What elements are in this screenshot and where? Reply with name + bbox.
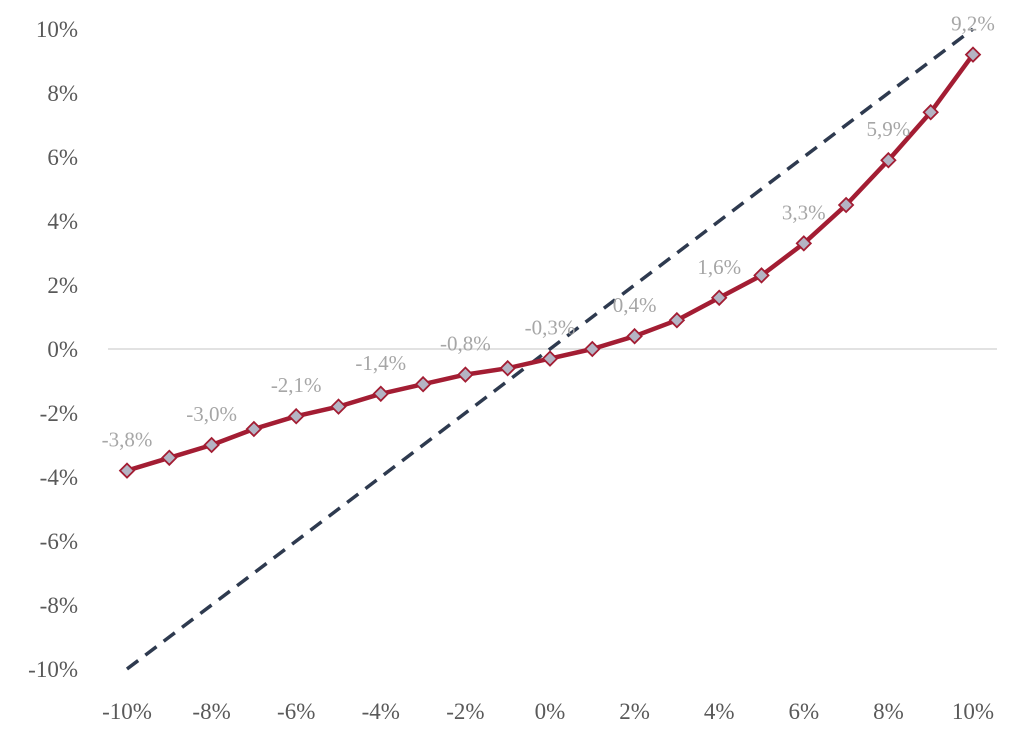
x-tick-label: 2% (619, 699, 650, 724)
data-label: 9,2% (951, 12, 995, 36)
y-tick-label: 8% (47, 81, 78, 106)
y-tick-label: 2% (47, 273, 78, 298)
series-point-marker (287, 407, 305, 425)
data-label: -1,4% (355, 351, 406, 375)
data-label: -0,3% (525, 316, 576, 340)
series-point-marker (245, 420, 263, 438)
x-tick-label: 10% (952, 699, 994, 724)
axis-layer: 10% 8% 6% 4% 2% 0% -2% -4% -6% -8% -10% -10% -8% -6% -… (28, 17, 997, 724)
data-label: -2,1% (271, 373, 322, 397)
series-line-solid (126, 53, 975, 473)
x-tick-label: -2% (446, 699, 484, 724)
series-point-marker (964, 46, 982, 63)
series-point-marker (161, 449, 178, 467)
x-tick-label: -8% (192, 699, 230, 724)
series-point-marker (626, 327, 643, 345)
y-tick-label: 6% (47, 145, 78, 170)
y-tick-label: -4% (40, 465, 78, 490)
series-point-marker (922, 103, 939, 121)
data-label: -0,8% (440, 332, 491, 356)
y-tick-label: 4% (47, 209, 78, 234)
data-label: -3,0% (186, 402, 237, 426)
data-label-layer: -3,8% -3,0% -2,1% -1,4% -0,8% -0,3% 0,4% 1,6% 3,… (102, 12, 995, 452)
x-tick-label: 4% (704, 699, 735, 724)
y-tick-label: -8% (40, 593, 78, 618)
series-point-marker (499, 359, 516, 377)
x-tick-label: -6% (277, 699, 315, 724)
series-point-marker (710, 289, 728, 307)
series-point-marker (457, 366, 474, 383)
series-point-marker (203, 436, 220, 454)
x-tick-label: 8% (873, 699, 904, 724)
y-tick-label: 0% (47, 337, 78, 362)
y-tick-label: 10% (36, 17, 78, 42)
series-point-marker (795, 235, 813, 252)
series-point-marker (118, 462, 136, 479)
y-tick-label: -6% (40, 529, 78, 554)
y-tick-label: -10% (28, 657, 78, 682)
series-point-marker (414, 375, 432, 393)
data-label: 5,9% (867, 117, 911, 141)
data-label: 1,6% (697, 255, 741, 279)
series-point-marker (837, 196, 855, 214)
x-tick-label: 6% (788, 699, 819, 724)
series-line-dashed (125, 27, 975, 671)
data-label: -3,8% (102, 428, 153, 452)
series-point-marker (753, 267, 770, 284)
series-point-marker (541, 350, 559, 367)
data-label: 3,3% (782, 200, 826, 224)
series-point-marker (668, 311, 686, 329)
series-point-marker (372, 385, 390, 403)
data-label: 0,4% (613, 293, 657, 317)
series-point-marker (330, 398, 347, 415)
marker-layer (118, 46, 982, 479)
series-point-marker (880, 151, 897, 169)
x-tick-label: -10% (102, 699, 152, 724)
x-tick-label: 0% (535, 699, 566, 724)
series-point-marker (584, 340, 601, 358)
x-tick-label: -4% (362, 699, 400, 724)
y-tick-label: -2% (40, 401, 78, 426)
